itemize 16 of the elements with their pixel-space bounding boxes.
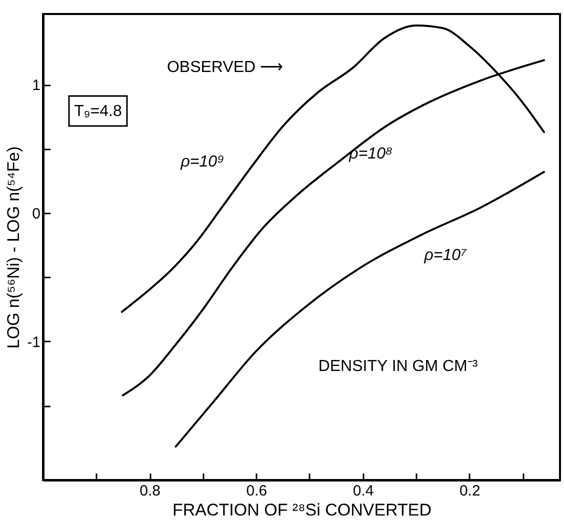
x-tick-label: 0.4 [352, 482, 374, 500]
annotation: OBSERVED ⟶ [166, 59, 284, 76]
x-tick-label: 0.2 [459, 482, 480, 500]
line-series [174, 170, 546, 448]
annotation: T₉=4.8 [74, 103, 122, 120]
y-tick-label: 1 [32, 77, 40, 94]
x-tick-label: 0.6 [246, 482, 268, 500]
x-axis-title: FRACTION OF ²⁸Si CONVERTED [172, 500, 432, 520]
y-tick-label: 0 [32, 205, 40, 222]
y-tick-label: -1 [27, 334, 40, 351]
annotation: DENSITY IN GM CM⁻³ [318, 358, 478, 375]
x-tick-label: 0.8 [140, 482, 161, 500]
series-label: ρ=10⁸ [348, 146, 392, 163]
series-label: ρ=10⁹ [180, 153, 224, 170]
series-label: ρ=10⁷ [423, 246, 468, 264]
y-axis-title: LOG n(⁵⁶Ni) - LOG n(⁵⁴Fe) [4, 146, 24, 349]
